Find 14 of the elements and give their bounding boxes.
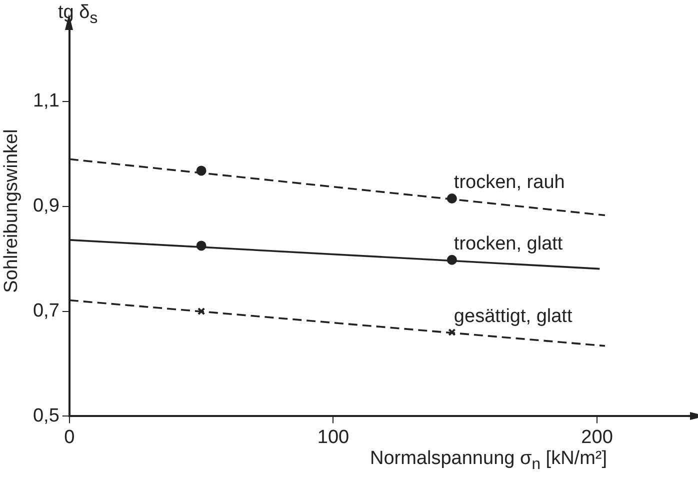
y-tick-label: 0,7: [32, 300, 60, 322]
x-axis-title: Normalspannung σ$_{n}$ [kN/m²]: [370, 448, 608, 474]
y-axis-title: Sohlreibungswinkel: [1, 128, 23, 295]
point: [197, 307, 206, 316]
series-label: gesättigt, glatt: [454, 306, 573, 327]
y-tick-label: 1,1: [32, 90, 60, 112]
series-label: trocken, rauh: [454, 172, 565, 194]
x-tick-label: 100: [317, 426, 350, 448]
series-label: trocken, glatt: [454, 234, 564, 255]
x-tick-label: 200: [581, 426, 613, 448]
x-tick-label: 0: [64, 426, 75, 448]
y-tick-label: 0,9: [32, 196, 60, 217]
y-tick-label: 0,5: [32, 405, 60, 426]
point: [448, 328, 456, 336]
